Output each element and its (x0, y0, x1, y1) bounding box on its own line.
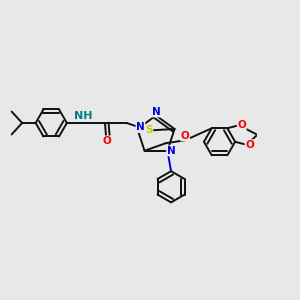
Text: NH: NH (74, 111, 93, 122)
Text: O: O (102, 136, 111, 146)
Text: O: O (237, 120, 246, 130)
Text: O: O (181, 131, 189, 141)
Text: O: O (245, 140, 254, 150)
Text: N: N (167, 146, 176, 156)
Text: N: N (152, 107, 160, 117)
Text: N: N (136, 122, 145, 133)
Text: S: S (145, 125, 153, 136)
